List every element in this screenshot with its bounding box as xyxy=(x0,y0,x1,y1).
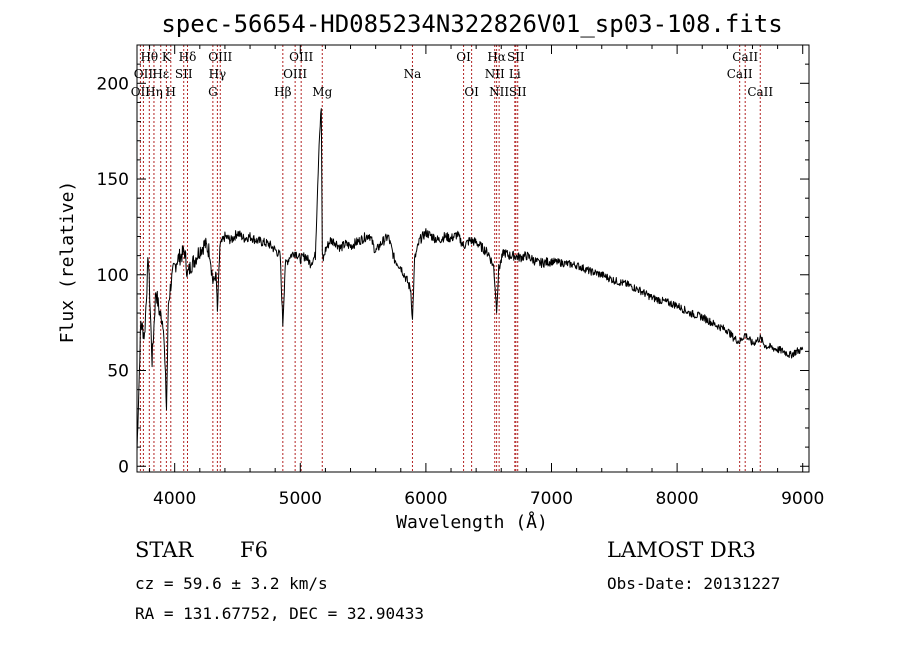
spectral-line-label: Li xyxy=(509,67,521,81)
spectral-line-label: Hε xyxy=(152,67,169,81)
spectral-line-label: Na xyxy=(404,67,422,81)
spectral-line-label: Hα xyxy=(487,50,506,64)
spectral-line-label: OIII xyxy=(208,50,232,64)
spectral-line-label: SII xyxy=(175,67,193,81)
spectral-line-label: SII xyxy=(507,50,525,64)
y-tick-label: 150 xyxy=(97,170,129,190)
x-axis-ticks: 4000 5000 6000 7000 8000 9000 xyxy=(149,45,824,509)
spectral-line-label: Hβ xyxy=(274,85,291,99)
y-axis-label: Flux (relative) xyxy=(57,181,78,344)
spectral-line-label: OII xyxy=(134,67,154,81)
x-tick-label: 4000 xyxy=(153,489,196,509)
x-tick-label: 7000 xyxy=(530,489,573,509)
spectral-line-label: OIII xyxy=(283,67,307,81)
object-class: STAR xyxy=(135,538,194,562)
spectral-line-label: K xyxy=(162,50,172,64)
y-tick-label: 0 xyxy=(118,457,129,477)
x-tick-label: 5000 xyxy=(279,489,322,509)
spectral-line-label: NII xyxy=(489,85,509,99)
survey-name: LAMOST DR3 xyxy=(607,538,756,562)
observation-date: Obs-Date: 20131227 xyxy=(607,574,781,593)
spectral-line-label: Hγ xyxy=(209,67,227,81)
chart-title: spec-56654-HD085234N322826V01_sp03-108.f… xyxy=(161,10,782,38)
x-axis-label: Wavelength (Å) xyxy=(396,511,548,533)
spectral-line-label: Hη xyxy=(145,85,163,99)
spectral-line-label: OI xyxy=(456,50,471,64)
spectral-line-label: SII xyxy=(509,85,527,99)
x-tick-label: 6000 xyxy=(404,489,447,509)
spectral-line-label: Mg xyxy=(312,85,332,99)
y-axis-ticks: 0 50 100 150 200 xyxy=(97,63,809,477)
spectral-line-label: Hδ xyxy=(179,50,197,64)
spectral-line-label: CaII xyxy=(732,50,758,64)
spectral-line-label: G xyxy=(208,85,218,99)
y-tick-label: 50 xyxy=(107,362,129,382)
spectral-line-markers xyxy=(139,45,761,472)
x-tick-label: 9000 xyxy=(781,489,824,509)
spectrum-line xyxy=(136,108,804,452)
plot-frame xyxy=(136,44,810,473)
spectral-line-label: Hθ xyxy=(140,50,158,64)
spectral-line-label: H xyxy=(166,85,176,99)
x-tick-label: 8000 xyxy=(655,489,698,509)
redshift-velocity: cz = 59.6 ± 3.2 km/s xyxy=(135,574,328,593)
spectral-line-label: OIII xyxy=(289,50,313,64)
spectral-line-label: CaII xyxy=(727,67,753,81)
object-subclass: F6 xyxy=(240,538,268,562)
y-tick-label: 100 xyxy=(97,266,129,286)
spectral-line-label: CaII xyxy=(747,85,773,99)
sky-coordinates: RA = 131.67752, DEC = 32.90433 xyxy=(135,604,424,623)
spectral-line-label: OI xyxy=(464,85,479,99)
spectral-line-label: OII xyxy=(131,85,151,99)
y-tick-label: 200 xyxy=(97,74,129,94)
spectral-line-label: NII xyxy=(485,67,505,81)
